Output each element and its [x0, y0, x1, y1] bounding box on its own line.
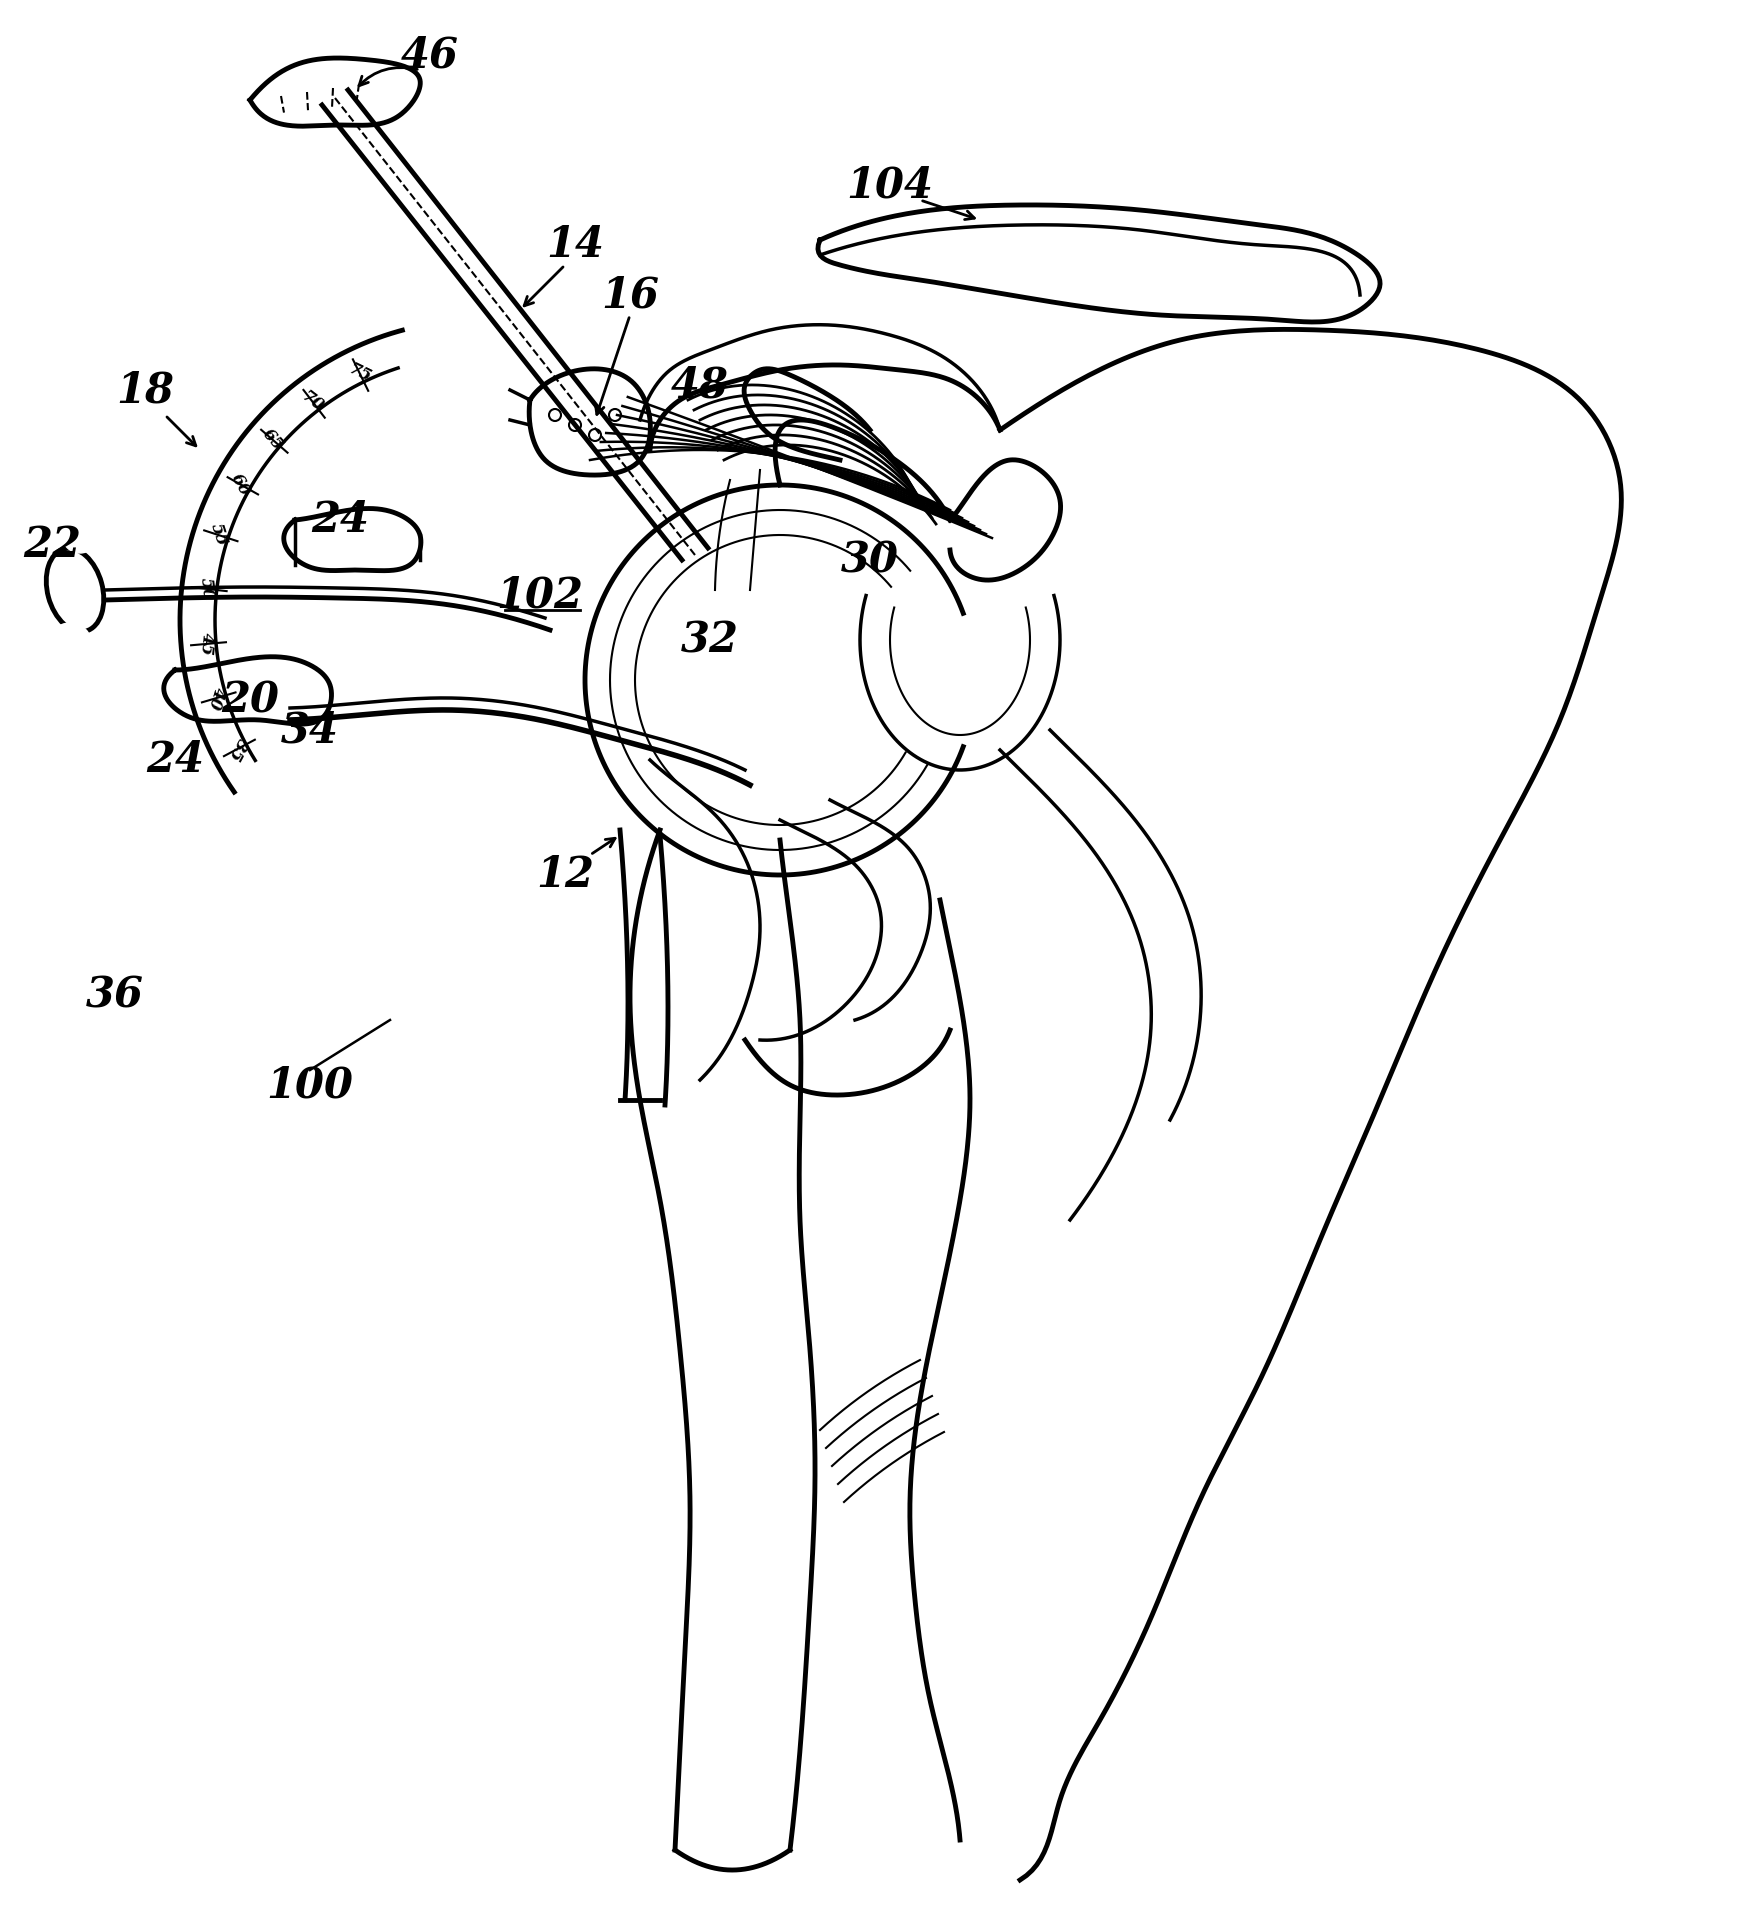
Text: 32: 32	[680, 619, 739, 661]
Text: 36: 36	[85, 974, 144, 1016]
Text: 30: 30	[840, 539, 899, 581]
Text: 18: 18	[117, 368, 174, 410]
Text: 102: 102	[496, 573, 583, 615]
Text: 45: 45	[197, 631, 216, 656]
Text: 14: 14	[546, 224, 603, 266]
Text: 100: 100	[266, 1064, 353, 1106]
Text: 75: 75	[344, 360, 374, 385]
Text: 20: 20	[221, 679, 278, 721]
Text: 104: 104	[845, 165, 932, 205]
Text: 50: 50	[197, 577, 216, 602]
Text: 34: 34	[280, 709, 339, 751]
Circle shape	[63, 518, 97, 552]
Text: 24: 24	[311, 498, 369, 541]
Text: 35: 35	[224, 734, 250, 763]
Text: 22: 22	[23, 523, 82, 566]
Circle shape	[49, 623, 92, 667]
Text: 70: 70	[297, 387, 327, 416]
Text: 16: 16	[600, 274, 659, 316]
Text: 48: 48	[671, 364, 729, 406]
Text: 60: 60	[228, 470, 254, 498]
Text: 40: 40	[205, 684, 228, 711]
Text: 65: 65	[259, 426, 287, 454]
Text: 24: 24	[146, 738, 203, 780]
Text: 55: 55	[207, 521, 230, 548]
Text: 46: 46	[400, 35, 459, 77]
Text: 12: 12	[536, 853, 593, 895]
